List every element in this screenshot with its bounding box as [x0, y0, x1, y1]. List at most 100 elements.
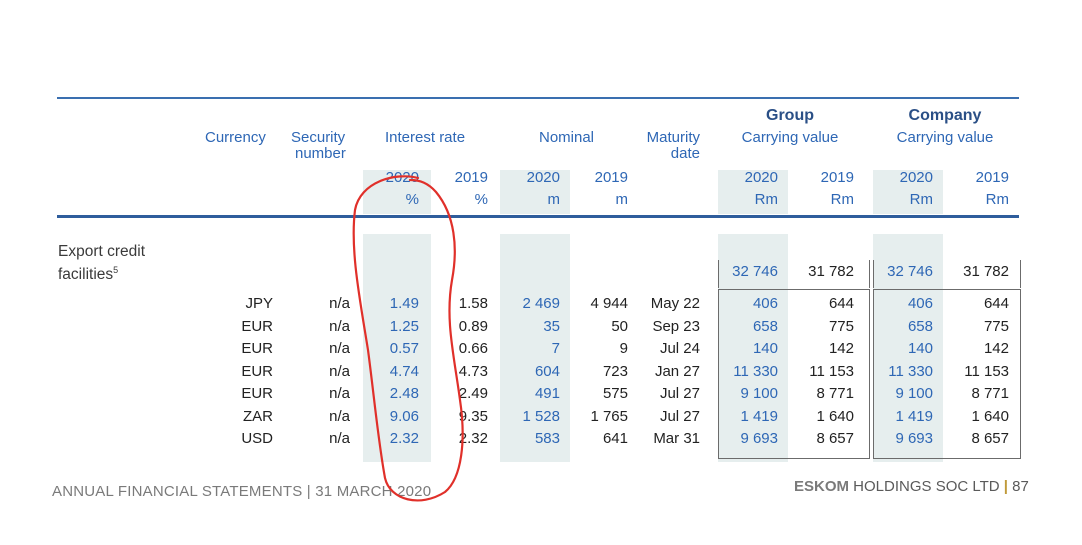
ir2020-cell: 1.25 — [363, 317, 419, 337]
company-carrying-header: Carrying value — [885, 130, 1005, 146]
security-cell: n/a — [300, 429, 350, 449]
maturity-header-1: Maturity — [630, 130, 700, 146]
g2019-cell: 8 771 — [788, 384, 854, 404]
g2019-cell: 644 — [788, 294, 854, 314]
year-c2020: 2020 — [873, 170, 933, 186]
maturity-cell: Mar 31 — [630, 429, 700, 449]
c2019-cell: 142 — [943, 339, 1009, 359]
section-label-text: facilities — [58, 266, 113, 283]
c2020-cell: 11 330 — [873, 362, 933, 382]
group-carrying-header: Carrying value — [730, 130, 850, 146]
header-rule — [57, 215, 1019, 218]
c2019-cell: 775 — [943, 317, 1009, 337]
maturity-cell: Sep 23 — [630, 317, 700, 337]
g2020-cell: 406 — [718, 294, 778, 314]
year-g2019: 2019 — [788, 170, 854, 186]
year-nom2019: 2019 — [570, 170, 628, 186]
ir2019-cell: 0.66 — [430, 339, 488, 359]
interest-rate-header: Interest rate — [385, 130, 465, 146]
unit-nom2020: m — [500, 192, 560, 208]
total-c2020: 32 746 — [873, 262, 933, 282]
maturity-cell: Jan 27 — [630, 362, 700, 382]
ir2020-cell: 1.49 — [363, 294, 419, 314]
security-cell: n/a — [300, 384, 350, 404]
maturity-cell: Jul 27 — [630, 384, 700, 404]
g2020-cell: 11 330 — [718, 362, 778, 382]
currency-cell: JPY — [205, 294, 273, 314]
section-label-line2: facilities5 — [58, 261, 118, 284]
c2020-cell: 1 419 — [873, 407, 933, 427]
ir2019-cell: 1.58 — [430, 294, 488, 314]
nom2019-cell: 723 — [570, 362, 628, 382]
currency-cell: EUR — [205, 317, 273, 337]
nom2019-cell: 641 — [570, 429, 628, 449]
nom2020-cell: 2 469 — [500, 294, 560, 314]
nom2019-cell: 4 944 — [570, 294, 628, 314]
g2019-cell: 775 — [788, 317, 854, 337]
c2020-cell: 9 100 — [873, 384, 933, 404]
unit-c2020: Rm — [873, 192, 933, 208]
ir2019-cell: 2.49 — [430, 384, 488, 404]
maturity-cell: Jul 27 — [630, 407, 700, 427]
g2020-cell: 9 100 — [718, 384, 778, 404]
currency-cell: USD — [205, 429, 273, 449]
g2020-cell: 9 693 — [718, 429, 778, 449]
c2019-cell: 11 153 — [943, 362, 1009, 382]
total-c2019: 31 782 — [943, 262, 1009, 282]
currency-header: Currency — [205, 130, 266, 146]
unit-c2019: Rm — [943, 192, 1009, 208]
footer-company: HOLDINGS SOC LTD — [849, 478, 1000, 495]
g2020-cell: 1 419 — [718, 407, 778, 427]
ir2020-cell: 2.48 — [363, 384, 419, 404]
nom2019-cell: 9 — [570, 339, 628, 359]
year-g2020: 2020 — [718, 170, 778, 186]
ir2020-cell: 0.57 — [363, 339, 419, 359]
security-cell: n/a — [300, 362, 350, 382]
ir2019-cell: 9.35 — [430, 407, 488, 427]
security-header-1: Security — [291, 130, 345, 146]
year-nom2020: 2020 — [500, 170, 560, 186]
c2019-cell: 644 — [943, 294, 1009, 314]
year-c2019: 2019 — [943, 170, 1009, 186]
security-header-2: number — [295, 146, 346, 162]
currency-cell: EUR — [205, 384, 273, 404]
footer-brand: ESKOM — [794, 478, 849, 495]
ir2020-cell: 4.74 — [363, 362, 419, 382]
g2019-cell: 8 657 — [788, 429, 854, 449]
ir2020-cell: 2.32 — [363, 429, 419, 449]
year-ir2019: 2019 — [430, 170, 488, 186]
company-header: Company — [890, 108, 1000, 124]
footer-right: ESKOM HOLDINGS SOC LTD | 87 — [794, 478, 1029, 495]
currency-cell: EUR — [205, 339, 273, 359]
nom2020-cell: 583 — [500, 429, 560, 449]
nom2020-cell: 491 — [500, 384, 560, 404]
currency-cell: EUR — [205, 362, 273, 382]
c2019-cell: 8 657 — [943, 429, 1009, 449]
ir2019-cell: 4.73 — [430, 362, 488, 382]
nom2019-cell: 1 765 — [570, 407, 628, 427]
nom2020-cell: 604 — [500, 362, 560, 382]
security-cell: n/a — [300, 317, 350, 337]
security-cell: n/a — [300, 294, 350, 314]
currency-cell: ZAR — [205, 407, 273, 427]
group-header: Group — [735, 108, 845, 124]
total-g2020: 32 746 — [718, 262, 778, 282]
unit-g2019: Rm — [788, 192, 854, 208]
nominal-header: Nominal — [539, 130, 594, 146]
unit-ir2020: % — [363, 192, 419, 208]
c2020-cell: 140 — [873, 339, 933, 359]
c2020-cell: 9 693 — [873, 429, 933, 449]
section-label-line1: Export credit — [58, 242, 145, 261]
ir2019-cell: 2.32 — [430, 429, 488, 449]
c2020-cell: 658 — [873, 317, 933, 337]
g2020-cell: 658 — [718, 317, 778, 337]
g2020-cell: 140 — [718, 339, 778, 359]
nom2020-cell: 1 528 — [500, 407, 560, 427]
maturity-header-2: date — [630, 146, 700, 162]
unit-nom2019: m — [570, 192, 628, 208]
security-cell: n/a — [300, 339, 350, 359]
g2019-cell: 11 153 — [788, 362, 854, 382]
nom2020-cell: 7 — [500, 339, 560, 359]
c2020-cell: 406 — [873, 294, 933, 314]
nom2020-cell: 35 — [500, 317, 560, 337]
